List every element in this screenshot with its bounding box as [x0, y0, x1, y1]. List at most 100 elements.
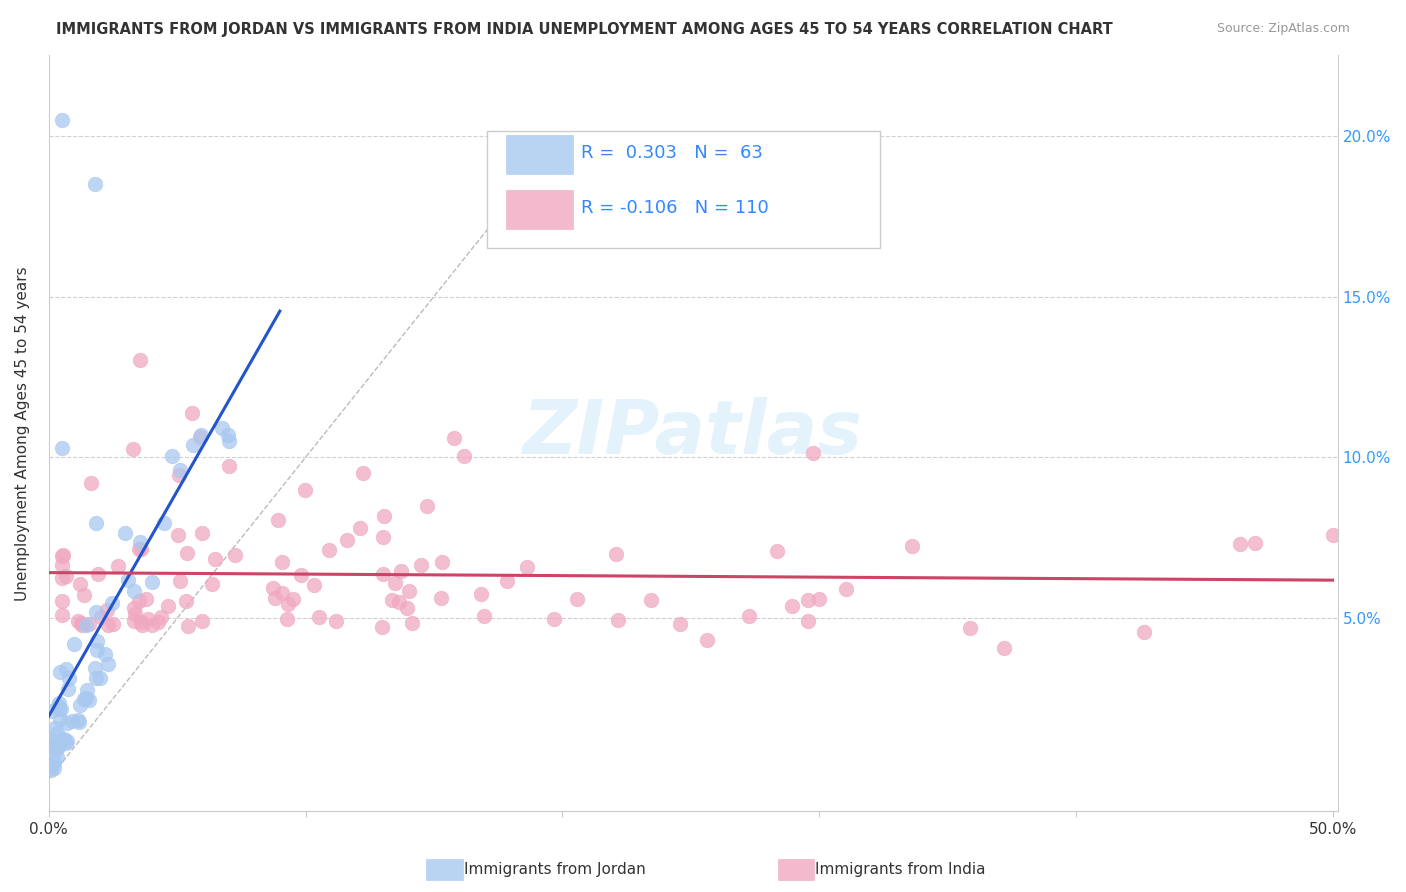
Point	[39, 759, 62, 773]
Point	[70, 617, 93, 632]
Point	[453, 449, 475, 463]
Point	[398, 584, 420, 599]
Point	[276, 612, 298, 626]
Point	[169, 574, 191, 589]
Point	[160, 449, 183, 463]
Point	[181, 438, 204, 452]
Point	[1229, 536, 1251, 550]
Point	[51, 441, 73, 455]
Point	[135, 592, 157, 607]
Point	[58, 671, 80, 685]
Text: Source: ZipAtlas.com: Source: ZipAtlas.com	[1216, 22, 1350, 36]
Point	[174, 594, 197, 608]
Text: IMMIGRANTS FROM JORDAN VS IMMIGRANTS FROM INDIA UNEMPLOYMENT AMONG AGES 45 TO 54: IMMIGRANTS FROM JORDAN VS IMMIGRANTS FRO…	[56, 22, 1114, 37]
Point	[217, 428, 239, 442]
Point	[157, 599, 180, 613]
Point	[131, 617, 153, 632]
Point	[48, 698, 70, 713]
Point	[371, 530, 394, 544]
Point	[76, 683, 98, 698]
Point	[738, 609, 761, 624]
Point	[86, 633, 108, 648]
Point	[67, 714, 90, 729]
Point	[401, 615, 423, 630]
Point	[87, 567, 110, 582]
Point	[349, 521, 371, 535]
Point	[69, 698, 91, 713]
Point	[49, 712, 72, 726]
Point	[409, 558, 432, 572]
Point	[153, 516, 176, 530]
Point	[181, 406, 204, 420]
Point	[56, 715, 79, 730]
Point	[121, 442, 143, 456]
Point	[204, 551, 226, 566]
Point	[264, 591, 287, 605]
Point	[55, 736, 77, 750]
Point	[97, 617, 120, 632]
Point	[70, 615, 93, 630]
Point	[1133, 625, 1156, 640]
Point	[290, 567, 312, 582]
Point	[122, 600, 145, 615]
Point	[75, 691, 97, 706]
Point	[89, 671, 111, 685]
Point	[48, 696, 70, 710]
Point	[308, 610, 330, 624]
Text: Immigrants from Jordan: Immigrants from Jordan	[464, 863, 645, 877]
Point	[41, 704, 63, 718]
Point	[780, 599, 803, 614]
Point	[1322, 528, 1344, 542]
Point	[807, 592, 830, 607]
Point	[138, 612, 160, 626]
Point	[39, 738, 62, 752]
Point	[55, 569, 77, 583]
Point	[84, 516, 107, 530]
Point	[77, 616, 100, 631]
Point	[835, 582, 858, 597]
Point	[373, 509, 395, 524]
Point	[86, 643, 108, 657]
Point	[49, 665, 72, 679]
Point	[129, 534, 152, 549]
Point	[96, 602, 118, 616]
Point	[75, 618, 97, 632]
Point	[117, 574, 139, 588]
Point	[429, 591, 451, 606]
Point	[190, 428, 212, 442]
Point	[42, 761, 65, 775]
Point	[49, 702, 72, 716]
Point	[901, 539, 924, 553]
Point	[352, 467, 374, 481]
Point	[797, 593, 820, 607]
Point	[101, 617, 124, 632]
FancyBboxPatch shape	[506, 135, 574, 174]
Text: Immigrants from India: Immigrants from India	[815, 863, 986, 877]
Point	[277, 597, 299, 611]
Point	[46, 750, 69, 764]
Point	[640, 592, 662, 607]
Point	[959, 621, 981, 635]
Point	[270, 586, 292, 600]
Point	[124, 614, 146, 628]
Point	[141, 617, 163, 632]
Point	[381, 593, 404, 607]
Point	[146, 615, 169, 629]
Point	[211, 420, 233, 434]
Point	[51, 112, 73, 127]
Point	[97, 657, 120, 671]
Point	[325, 614, 347, 628]
Point	[177, 619, 200, 633]
Point	[83, 661, 105, 675]
Point	[44, 721, 66, 735]
Point	[567, 591, 589, 606]
Point	[443, 431, 465, 445]
Point	[63, 637, 86, 651]
Point	[167, 468, 190, 483]
Point	[696, 632, 718, 647]
Point	[60, 714, 83, 728]
Point	[51, 733, 73, 747]
Point	[430, 555, 453, 569]
Point	[128, 542, 150, 557]
Point	[472, 608, 495, 623]
